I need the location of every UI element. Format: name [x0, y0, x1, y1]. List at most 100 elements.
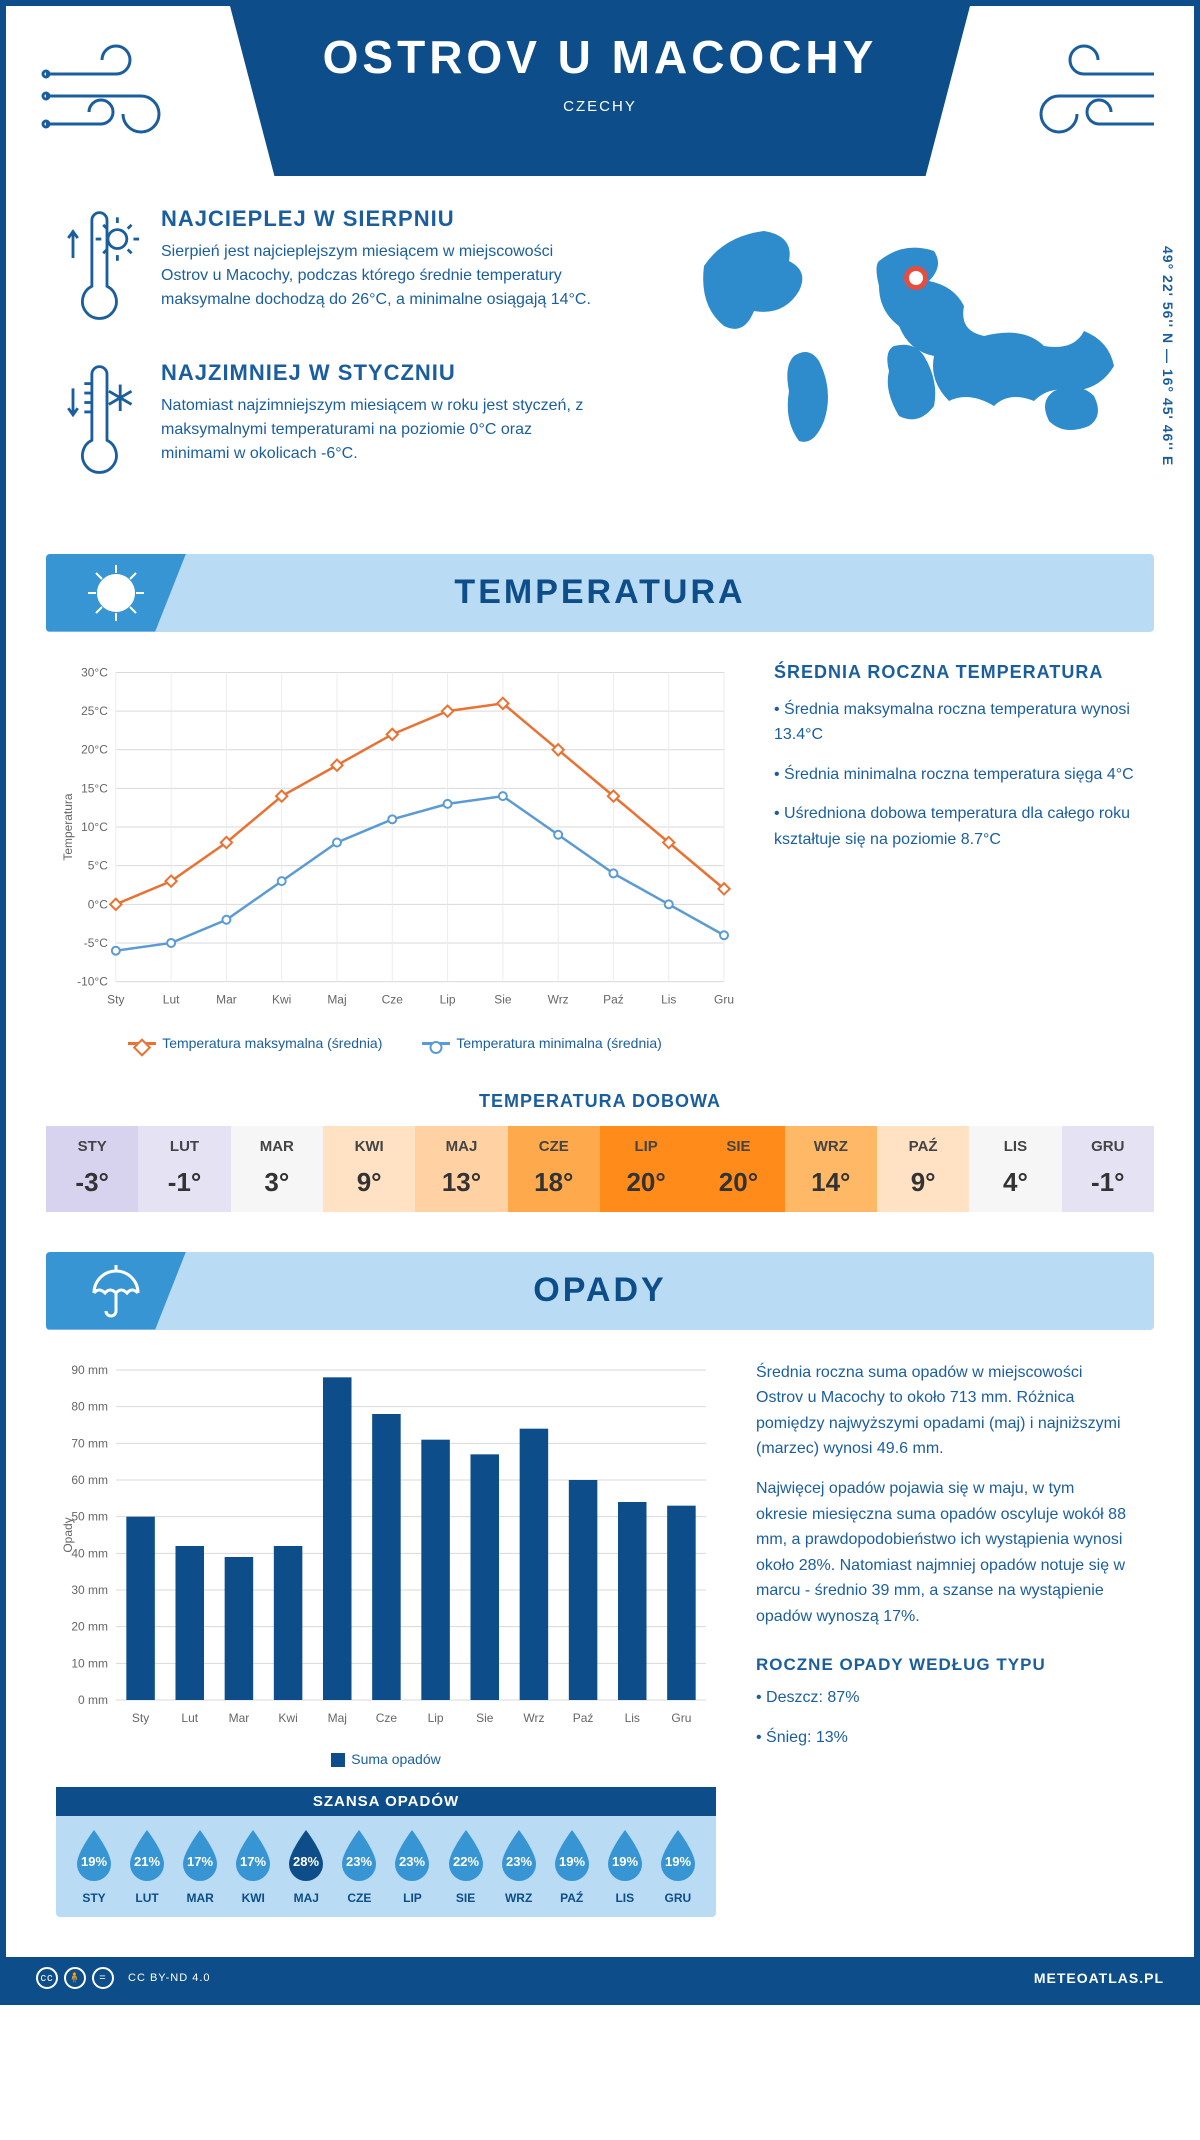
- avg-line: • Średnia maksymalna roczna temperatura …: [774, 697, 1144, 748]
- coldest-text: Natomiast najzimniejszym miesiącem w rok…: [161, 394, 591, 466]
- svg-text:70 mm: 70 mm: [71, 1436, 108, 1450]
- svg-text:Gru: Gru: [671, 1711, 691, 1725]
- svg-text:Maj: Maj: [328, 1711, 347, 1725]
- precip-type-title: ROCZNE OPADY WEDŁUG TYPU: [756, 1655, 1126, 1675]
- svg-text:23%: 23%: [399, 1854, 425, 1869]
- svg-text:Lis: Lis: [625, 1711, 640, 1725]
- header: OSTROV U MACOCHY CZECHY: [6, 6, 1194, 176]
- svg-text:Lis: Lis: [661, 992, 676, 1006]
- precip-paragraph: Najwięcej opadów pojawia się w maju, w t…: [756, 1476, 1126, 1630]
- svg-text:21%: 21%: [134, 1854, 160, 1869]
- svg-text:Sie: Sie: [476, 1711, 494, 1725]
- svg-text:30 mm: 30 mm: [71, 1583, 108, 1597]
- precip-bar-chart: 0 mm10 mm20 mm30 mm40 mm50 mm60 mm70 mm8…: [56, 1360, 716, 1740]
- coldest-fact: NAJZIMNIEJ W STYCZNIU Natomiast najzimni…: [56, 360, 654, 488]
- world-map-svg: [684, 206, 1144, 466]
- thermometer-cold-icon: [56, 360, 141, 488]
- world-map: 49° 22' 56'' N — 16° 45' 46'' E: [684, 206, 1144, 514]
- title-banner: OSTROV U MACOCHY CZECHY: [230, 6, 970, 176]
- coordinates: 49° 22' 56'' N — 16° 45' 46'' E: [1160, 246, 1176, 466]
- chance-drop: 19% PAŹ: [548, 1828, 596, 1905]
- license-text: CC BY-ND 4.0: [128, 1967, 211, 1989]
- svg-text:Kwi: Kwi: [278, 1711, 297, 1725]
- chance-strip: SZANSA OPADÓW 19% STY 21% LUT 17% MAR 17…: [56, 1787, 716, 1917]
- precip-row: 0 mm10 mm20 mm30 mm40 mm50 mm60 mm70 mm8…: [6, 1330, 1194, 1957]
- svg-text:Cze: Cze: [376, 1711, 398, 1725]
- chance-drop: 19% LIS: [601, 1828, 649, 1905]
- svg-text:Sie: Sie: [494, 992, 512, 1006]
- wind-icon-left: [36, 34, 196, 154]
- umbrella-icon: [46, 1252, 186, 1330]
- svg-text:0 mm: 0 mm: [78, 1693, 108, 1707]
- daily-cell: KWI9°: [323, 1126, 415, 1212]
- svg-text:Sty: Sty: [132, 1711, 149, 1725]
- page-frame: OSTROV U MACOCHY CZECHY: [0, 0, 1200, 2005]
- precip-type-rain: • Deszcz: 87%: [756, 1685, 1126, 1711]
- svg-text:Temperatura: Temperatura: [61, 793, 75, 860]
- svg-text:-10°C: -10°C: [77, 974, 108, 988]
- svg-text:20°C: 20°C: [81, 742, 108, 756]
- svg-text:10°C: 10°C: [81, 820, 108, 834]
- svg-text:-5°C: -5°C: [84, 935, 108, 949]
- svg-text:Paź: Paź: [573, 1711, 594, 1725]
- temperature-section-bar: TEMPERATURA: [46, 554, 1154, 632]
- avg-temp-text: ŚREDNIA ROCZNA TEMPERATURA • Średnia mak…: [774, 662, 1144, 1051]
- location-marker: [904, 266, 928, 290]
- warmest-title: NAJCIEPLEJ W SIERPNIU: [161, 206, 591, 232]
- svg-text:Gru: Gru: [714, 992, 734, 1006]
- daily-cell: PAŹ9°: [877, 1126, 969, 1212]
- precip-legend-label: Suma opadów: [351, 1751, 441, 1767]
- warmest-text: Sierpień jest najcieplejszym miesiącem w…: [161, 240, 591, 312]
- svg-text:Cze: Cze: [382, 992, 404, 1006]
- sun-icon: [46, 554, 186, 632]
- svg-text:50 mm: 50 mm: [71, 1509, 108, 1523]
- daily-temp-table: STY-3°LUT-1°MAR3°KWI9°MAJ13°CZE18°LIP20°…: [46, 1126, 1154, 1212]
- footer: cc 🧍 = CC BY-ND 4.0 METEOATLAS.PL: [6, 1957, 1194, 1999]
- svg-text:Lut: Lut: [163, 992, 180, 1006]
- site-name: METEOATLAS.PL: [1034, 1970, 1164, 1986]
- chance-title: SZANSA OPADÓW: [56, 1787, 716, 1816]
- svg-text:19%: 19%: [612, 1854, 638, 1869]
- daily-cell: CZE18°: [508, 1126, 600, 1212]
- chance-drop: 23% WRZ: [495, 1828, 543, 1905]
- country-subtitle: CZECHY: [270, 98, 930, 115]
- daily-cell: STY-3°: [46, 1126, 138, 1212]
- daily-cell: MAR3°: [231, 1126, 323, 1212]
- svg-text:22%: 22%: [453, 1854, 479, 1869]
- daily-cell: LIS4°: [969, 1126, 1061, 1212]
- chance-drop: 19% STY: [70, 1828, 118, 1905]
- svg-text:90 mm: 90 mm: [71, 1363, 108, 1377]
- svg-text:Lut: Lut: [181, 1711, 198, 1725]
- cc-license: cc 🧍 = CC BY-ND 4.0: [36, 1967, 211, 1989]
- precip-paragraph: Średnia roczna suma opadów w miejscowośc…: [756, 1360, 1126, 1462]
- temperature-line-chart: -10°C-5°C0°C5°C10°C15°C20°C25°C30°CStyLu…: [56, 662, 734, 1022]
- chance-drop: 21% LUT: [123, 1828, 171, 1905]
- avg-line: • Średnia minimalna roczna temperatura s…: [774, 762, 1144, 788]
- location-title: OSTROV U MACOCHY: [270, 30, 930, 84]
- precip-text: Średnia roczna suma opadów w miejscowośc…: [756, 1360, 1126, 1917]
- svg-text:5°C: 5°C: [88, 858, 108, 872]
- legend-max: Temperatura maksymalna (średnia): [162, 1035, 382, 1051]
- avg-temp-title: ŚREDNIA ROCZNA TEMPERATURA: [774, 662, 1144, 683]
- chance-drop: 17% KWI: [229, 1828, 277, 1905]
- svg-text:17%: 17%: [187, 1854, 213, 1869]
- nd-icon: =: [92, 1967, 114, 1989]
- svg-text:20 mm: 20 mm: [71, 1619, 108, 1633]
- svg-text:23%: 23%: [506, 1854, 532, 1869]
- svg-text:23%: 23%: [346, 1854, 372, 1869]
- intro-section: NAJCIEPLEJ W SIERPNIU Sierpień jest najc…: [6, 176, 1194, 544]
- svg-text:10 mm: 10 mm: [71, 1656, 108, 1670]
- svg-text:Opady: Opady: [61, 1517, 75, 1552]
- daily-cell: WRZ14°: [785, 1126, 877, 1212]
- svg-text:80 mm: 80 mm: [71, 1399, 108, 1413]
- wind-icon-right: [1004, 34, 1164, 154]
- temperature-chart-row: -10°C-5°C0°C5°C10°C15°C20°C25°C30°CStyLu…: [6, 632, 1194, 1061]
- precip-legend: Suma opadów: [56, 1751, 716, 1767]
- daily-cell: LUT-1°: [138, 1126, 230, 1212]
- temperature-heading: TEMPERATURA: [186, 573, 1014, 612]
- daily-temp-title: TEMPERATURA DOBOWA: [6, 1091, 1194, 1112]
- thermometer-hot-icon: [56, 206, 141, 334]
- svg-text:Kwi: Kwi: [272, 992, 291, 1006]
- chance-drop: 17% MAR: [176, 1828, 224, 1905]
- svg-text:19%: 19%: [559, 1854, 585, 1869]
